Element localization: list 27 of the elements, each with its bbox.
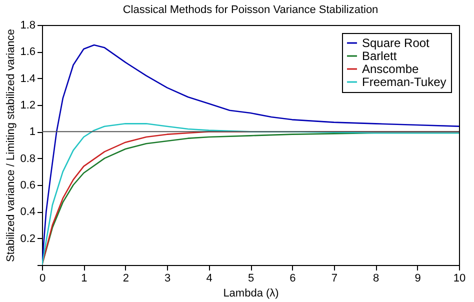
x-tick-label: 7: [331, 272, 338, 284]
x-axis-title: Lambda (λ): [223, 288, 279, 300]
y-tick-label: 1.2: [20, 100, 36, 112]
x-tick-label: 1: [81, 272, 88, 284]
y-tick-label: 0.6: [20, 180, 36, 192]
x-tick-label: 4: [206, 272, 212, 284]
x-tick-label: 9: [414, 272, 421, 284]
x-tick-label: 5: [248, 272, 254, 284]
x-tick-label: 6: [290, 272, 296, 284]
x-tick-label: 8: [373, 272, 380, 284]
y-tick-label: 0.8: [20, 152, 36, 165]
y-tick-label: 0.2: [20, 232, 36, 245]
legend-label: Anscombe: [362, 62, 420, 76]
legend-label: Barlett: [362, 49, 398, 63]
y-tick-label: 0.4: [20, 206, 36, 218]
x-tick-label: 2: [122, 272, 129, 284]
x-tick-label: 3: [164, 272, 171, 284]
y-tick-label: 1.6: [20, 46, 36, 58]
y-tick-label: 1.8: [20, 20, 36, 32]
y-tick-label: 1.4: [20, 72, 36, 85]
x-tick-label: 0: [39, 272, 46, 284]
y-tick-label: 1: [29, 126, 36, 138]
chart-title: Classical Methods for Poisson Variance Stabilization: [122, 4, 378, 16]
y-axis-title: Stabilized variance / Limiting stabilized variance: [5, 29, 18, 262]
x-tick-label: 10: [453, 272, 466, 284]
legend-label: Square Root: [362, 36, 430, 50]
legend-label: Freeman-Tukey: [362, 75, 446, 89]
